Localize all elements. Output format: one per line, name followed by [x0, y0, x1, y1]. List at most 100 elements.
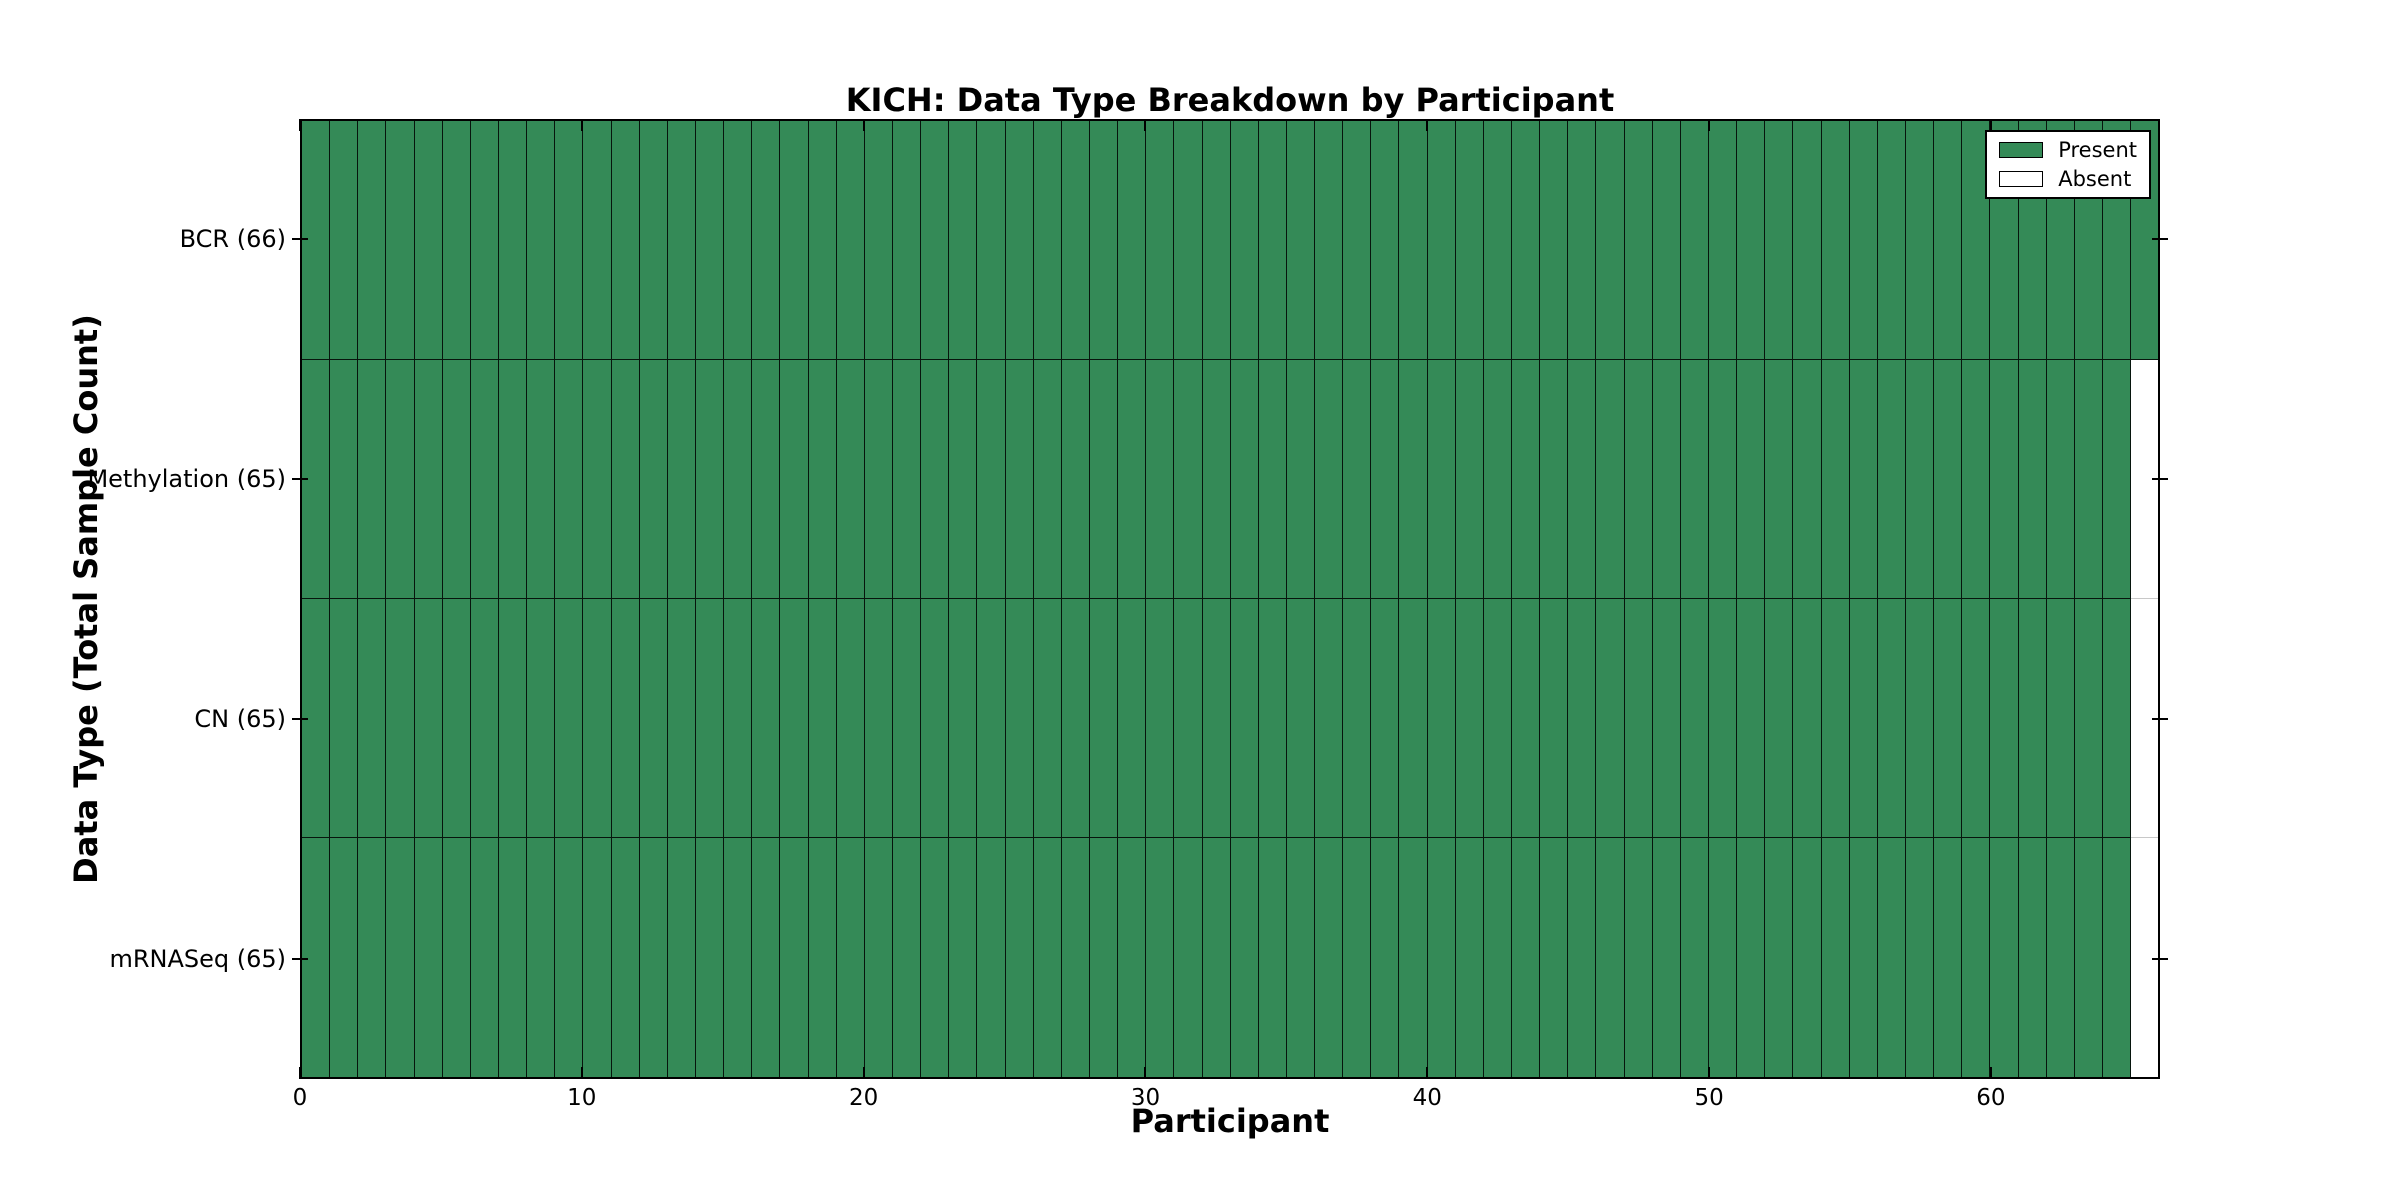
heatmap-cell [1343, 599, 1372, 838]
heatmap-cell [414, 599, 443, 838]
heatmap-cell [1737, 838, 1766, 1077]
x-axis-title: Participant [1130, 1102, 1330, 1140]
heatmap-cell [386, 838, 415, 1077]
heatmap-cell [892, 360, 922, 599]
heatmap-cell [892, 838, 922, 1077]
x-tick-mark [1426, 1067, 1429, 1079]
y-tick-label: CN (65) [194, 705, 286, 733]
heatmap-cell [1005, 121, 1034, 360]
heatmap-cell [2103, 360, 2132, 599]
heatmap-cell [527, 599, 556, 838]
heatmap-cell [1512, 838, 1541, 1077]
heatmap-cell [1089, 360, 1119, 599]
x-tick-mark [1989, 1067, 1992, 1079]
heatmap-cell [808, 838, 837, 1077]
heatmap-cell [1033, 360, 1062, 599]
legend-absent-label: Absent [2058, 167, 2132, 191]
heatmap-cell [1455, 360, 1484, 599]
legend-present-swatch [1999, 142, 2044, 158]
heatmap-cell [1680, 360, 1710, 599]
heatmap-cell [1202, 599, 1231, 838]
heatmap-cell [2018, 838, 2047, 1077]
heatmap-cell [1568, 121, 1597, 360]
x-tick-label: 0 [292, 1085, 308, 1111]
heatmap-cell [695, 838, 725, 1077]
heatmap-cell [864, 599, 893, 838]
heatmap-cell [1483, 360, 1513, 599]
heatmap-cell [667, 121, 696, 360]
heatmap-cell [1174, 360, 1203, 599]
heatmap-cell [921, 599, 950, 838]
heatmap-cell [498, 599, 528, 838]
y-tick-label: Methylation (65) [87, 465, 286, 493]
heatmap-cell [1821, 121, 1850, 360]
heatmap-cell [1483, 838, 1513, 1077]
heatmap-cell [1005, 360, 1034, 599]
heatmap-cell [386, 360, 415, 599]
heatmap-cell [442, 121, 471, 360]
heatmap-cell [667, 599, 696, 838]
heatmap-cell [1849, 838, 1878, 1077]
y-tick-mark [2152, 478, 2168, 480]
heatmap-cell [1990, 360, 2019, 599]
heatmap-cell [611, 121, 640, 360]
heatmap-cell [611, 838, 640, 1077]
heatmap-cell [1286, 599, 1316, 838]
x-tick-label: 10 [567, 1085, 597, 1111]
heatmap-cell [1230, 121, 1259, 360]
heatmap-cell [1540, 838, 1569, 1077]
heatmap-cell [892, 599, 922, 838]
heatmap-cell [1174, 838, 1203, 1077]
legend-absent-swatch [1999, 171, 2044, 187]
heatmap-cell [695, 599, 725, 838]
heatmap-cell [527, 121, 556, 360]
y-tick-label: BCR (66) [179, 225, 286, 253]
heatmap-cell [1793, 838, 1822, 1077]
heatmap-cell [1793, 360, 1822, 599]
heatmap-cell [1483, 121, 1513, 360]
heatmap-cell [498, 838, 528, 1077]
heatmap-cell [1709, 121, 1738, 360]
heatmap-cell [470, 121, 499, 360]
grid-row-mRNASeq [302, 838, 2159, 1077]
heatmap-cell [442, 838, 471, 1077]
heatmap-cell [1118, 838, 1147, 1077]
heatmap-cell [358, 121, 387, 360]
heatmap-cell [2074, 599, 2103, 838]
x-tick-mark [862, 1067, 865, 1079]
heatmap-cell [330, 121, 359, 360]
heatmap-cell [1540, 360, 1569, 599]
grid-row-Methylation [302, 360, 2159, 599]
heatmap-cell [1033, 121, 1062, 360]
heatmap-cell [949, 121, 978, 360]
heatmap-cell [1146, 360, 1175, 599]
heatmap-cell [1399, 121, 1428, 360]
heatmap-cell [1061, 599, 1090, 838]
heatmap-cell [724, 121, 753, 360]
heatmap-cell [780, 838, 809, 1077]
heatmap-cell [330, 599, 359, 838]
heatmap-cell [1371, 121, 1400, 360]
heatmap-cell [752, 121, 781, 360]
heatmap-cell [498, 360, 528, 599]
heatmap-cell [780, 360, 809, 599]
heatmap-cell [1877, 599, 1907, 838]
heatmap-cell [1934, 599, 1963, 838]
x-tick-mark [1144, 119, 1147, 131]
heatmap-cell [2074, 838, 2103, 1077]
heatmap-cell [1005, 599, 1034, 838]
heatmap-cell [1146, 121, 1175, 360]
heatmap-cell [780, 599, 809, 838]
heatmap-cell [1934, 360, 1963, 599]
heatmap-cell [1427, 599, 1456, 838]
heatmap-cell [724, 360, 753, 599]
heatmap-cell [864, 121, 893, 360]
heatmap-cell [1793, 599, 1822, 838]
x-tick-mark [1708, 1067, 1711, 1079]
heatmap-cell [1906, 121, 1935, 360]
heatmap-cell [611, 360, 640, 599]
y-tick-mark [2152, 718, 2168, 720]
heatmap-cell [1990, 599, 2019, 838]
heatmap-cell [1737, 360, 1766, 599]
